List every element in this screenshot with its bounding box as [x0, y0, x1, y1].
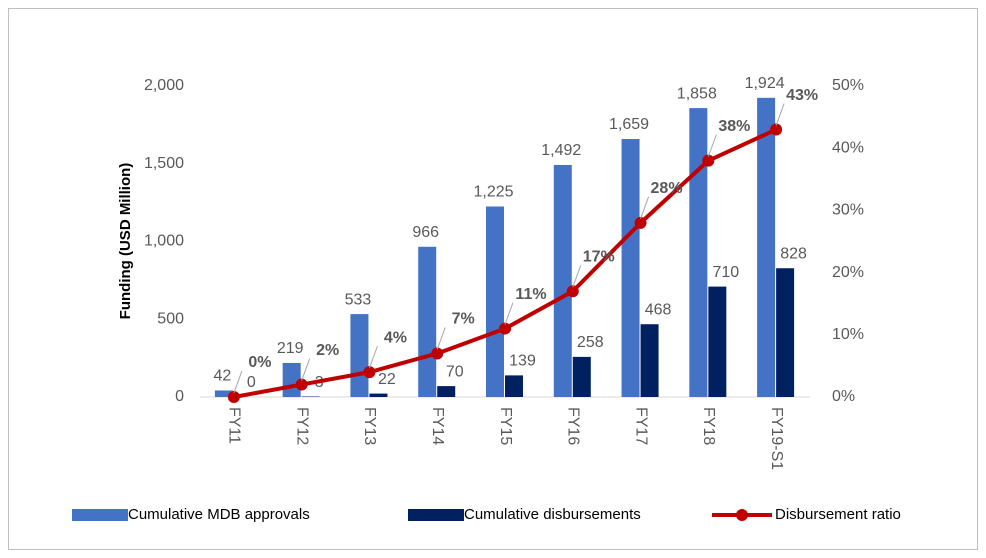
y-tick-label: 1,500	[144, 155, 184, 172]
bar-value-label: 1,659	[609, 116, 649, 133]
x-tick-label: FY16	[565, 407, 582, 445]
line-value-label: 17%	[583, 248, 615, 265]
bar	[418, 246, 437, 397]
line-value-label: 38%	[718, 118, 750, 135]
bar	[505, 375, 523, 397]
leader-line	[775, 103, 785, 126]
bar	[486, 206, 504, 397]
leader-line	[640, 196, 650, 220]
bar	[757, 97, 776, 398]
line-value-label: 2%	[316, 342, 339, 359]
bar-value-label: 1,492	[541, 142, 581, 159]
line-marker	[770, 123, 783, 136]
x-tick-label: FY13	[361, 407, 378, 445]
y2-tick-label: 50%	[832, 77, 864, 94]
leader-line	[707, 134, 717, 157]
legend-label: Cumulative MDB approvals	[128, 506, 310, 523]
x-tick-label: FY15	[497, 407, 514, 445]
x-tick-label: FY14	[429, 407, 446, 445]
bar-value-label: 710	[712, 264, 739, 281]
y-tick-label: 0	[175, 388, 184, 405]
line-marker	[702, 154, 715, 167]
bar-value-label: 22	[378, 371, 396, 388]
leader-line	[572, 265, 582, 288]
bar-value-label: 0	[247, 374, 256, 391]
y-tick-label: 2,000	[144, 77, 184, 94]
bar	[553, 164, 572, 397]
y2-tick-label: 0%	[832, 388, 855, 405]
line-marker	[566, 285, 579, 298]
line-marker	[295, 378, 308, 391]
bar	[621, 139, 640, 397]
line-value-label: 43%	[786, 87, 818, 104]
bar-value-label: 1,225	[473, 184, 513, 201]
bar-value-label: 1,858	[677, 85, 717, 102]
y-tick-label: 1,000	[144, 233, 184, 250]
line-value-label: 11%	[515, 286, 546, 303]
bar-value-label: 42	[213, 368, 231, 385]
bar	[776, 268, 795, 397]
bar-value-label: 70	[446, 363, 464, 380]
bar	[708, 286, 727, 397]
x-tick-label: FY11	[226, 407, 243, 444]
leader-line	[436, 327, 446, 350]
y2-tick-label: 30%	[832, 202, 864, 219]
line-value-label: 4%	[384, 329, 407, 346]
x-tick-label: FY17	[632, 407, 649, 445]
legend-swatch	[408, 509, 464, 521]
bar-value-label: 533	[345, 291, 372, 308]
y2-tick-label: 20%	[832, 264, 864, 281]
bar-value-label: 219	[277, 340, 304, 357]
bar	[369, 393, 388, 397]
line-marker	[363, 366, 376, 379]
bar	[350, 314, 369, 397]
chart-border	[8, 8, 978, 550]
legend-swatch	[72, 509, 128, 521]
x-tick-label: FY12	[293, 407, 310, 445]
bar-value-label: 1,924	[745, 75, 785, 92]
line-value-label: 7%	[452, 311, 475, 328]
bar	[437, 386, 456, 397]
bar	[572, 356, 591, 397]
legend-label: Disbursement ratio	[775, 506, 901, 523]
x-tick-label: FY19-S1	[768, 407, 785, 470]
x-tick-label: FY18	[700, 407, 717, 445]
legend: Cumulative MDB approvals Cumulative disbu…	[72, 506, 901, 523]
bar	[640, 324, 659, 397]
line-marker	[227, 391, 240, 403]
bar-value-label: 468	[645, 301, 672, 318]
bar-value-label: 828	[780, 245, 807, 262]
line-marker	[431, 347, 444, 360]
legend-marker	[736, 509, 748, 521]
leader-line	[504, 302, 514, 325]
bar-value-label: 258	[577, 334, 604, 351]
line-marker	[634, 216, 647, 229]
legend-label: Cumulative disbursements	[464, 506, 641, 523]
bar	[689, 108, 708, 398]
line-marker	[499, 322, 511, 335]
y-axis-title: Funding (USD Million)	[117, 163, 134, 320]
line-value-label: 0%	[248, 354, 271, 371]
leader-line	[368, 345, 378, 369]
y-tick-label: 500	[157, 310, 184, 327]
bar-value-label: 966	[412, 224, 439, 241]
y2-tick-label: 10%	[832, 326, 864, 343]
leader-line	[233, 370, 243, 394]
y2-tick-label: 40%	[832, 139, 864, 156]
bar-value-label: 139	[509, 353, 536, 370]
bar	[214, 390, 233, 397]
leader-line	[301, 358, 311, 381]
line-value-label: 28%	[651, 180, 683, 197]
